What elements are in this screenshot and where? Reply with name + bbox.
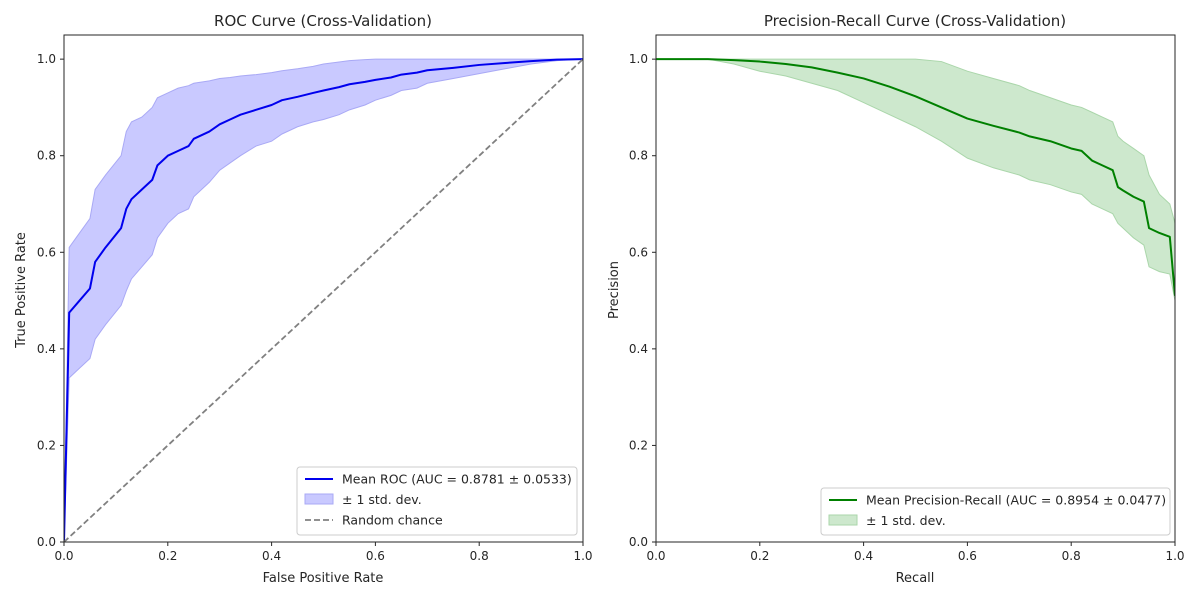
- roc-axes-frame: [63, 34, 584, 543]
- pr-axes-frame: [655, 34, 1176, 543]
- roc-y-tick-label: 0.2: [37, 438, 56, 452]
- roc-legend-box: [296, 466, 578, 536]
- pr-legend-box: [820, 487, 1171, 536]
- roc-x-tick-label: 0.2: [158, 549, 177, 563]
- pr-y-tick-label: 0.0: [629, 535, 648, 549]
- pr-y-tick-label: 1.0: [629, 52, 648, 66]
- pr-y-tick-label: 0.6: [629, 245, 648, 259]
- roc-random-chance-line: [64, 58, 583, 542]
- roc-legend-band-swatch: [304, 493, 334, 505]
- pr-mean-line: [656, 58, 1175, 296]
- pr-legend-entry-mean: Mean Precision-Recall (AUC = 0.8954 ± 0.…: [866, 493, 1166, 508]
- roc-chart-panel: ROC Curve (Cross-Validation) False Posit…: [14, 12, 593, 586]
- roc-plot-area: [64, 58, 583, 542]
- pr-chart-title: Precision-Recall Curve (Cross-Validation…: [764, 12, 1066, 30]
- pr-x-tick-label: 0.2: [750, 549, 769, 563]
- pr-chart-panel: Precision-Recall Curve (Cross-Validation…: [607, 12, 1185, 586]
- roc-x-tick-label: 0.4: [262, 549, 281, 563]
- roc-y-tick-label: 1.0: [37, 52, 56, 66]
- roc-mean-line: [64, 58, 583, 542]
- pr-legend-band-swatch: [828, 514, 858, 526]
- pr-legend: Mean Precision-Recall (AUC = 0.8954 ± 0.…: [820, 487, 1171, 536]
- roc-ticks: 0.0 0.2 0.4 0.6 0.8 1.0 0.0 0.2 0.4 0.6 0.8 1.0: [37, 52, 593, 563]
- roc-y-tick-label: 0.8: [37, 149, 56, 163]
- pr-x-tick-label: 0.4: [854, 549, 873, 563]
- roc-y-tick-label: 0.6: [37, 245, 56, 259]
- pr-plot-area: [656, 58, 1175, 301]
- pr-x-tick-label: 0.6: [958, 549, 977, 563]
- roc-legend-entry-mean: Mean ROC (AUC = 0.8781 ± 0.0533): [342, 472, 572, 487]
- pr-y-tick-label: 0.4: [629, 342, 648, 356]
- roc-x-tick-label: 0.0: [54, 549, 73, 563]
- roc-std-band: [64, 58, 583, 542]
- pr-legend-entry-std: ± 1 std. dev.: [866, 513, 946, 528]
- pr-x-tick-label: 1.0: [1165, 549, 1184, 563]
- roc-y-tick-label: 0.4: [37, 342, 56, 356]
- roc-x-tick-label: 0.8: [470, 549, 489, 563]
- roc-x-tick-label: 1.0: [573, 549, 592, 563]
- pr-x-tick-label: 0.8: [1062, 549, 1081, 563]
- roc-chart-title: ROC Curve (Cross-Validation): [214, 12, 432, 30]
- roc-x-tick-label: 0.6: [366, 549, 385, 563]
- roc-legend-entry-random: Random chance: [342, 513, 443, 528]
- roc-y-tick-label: 0.0: [37, 535, 56, 549]
- roc-y-axis-label: True Positive Rate: [14, 232, 29, 349]
- pr-y-tick-label: 0.8: [629, 149, 648, 163]
- roc-x-axis-label: False Positive Rate: [263, 571, 384, 586]
- pr-x-axis-label: Recall: [896, 571, 935, 586]
- pr-y-axis-label: Precision: [607, 261, 622, 319]
- pr-std-band: [656, 58, 1175, 301]
- pr-y-tick-label: 0.2: [629, 438, 648, 452]
- pr-x-tick-label: 0.0: [646, 549, 665, 563]
- roc-legend-entry-std: ± 1 std. dev.: [342, 492, 422, 507]
- roc-legend: Mean ROC (AUC = 0.8781 ± 0.0533) ± 1 std…: [296, 466, 578, 536]
- pr-ticks: 0.0 0.2 0.4 0.6 0.8 1.0 0.0 0.2 0.4 0.6 0.8 1.0: [629, 52, 1185, 563]
